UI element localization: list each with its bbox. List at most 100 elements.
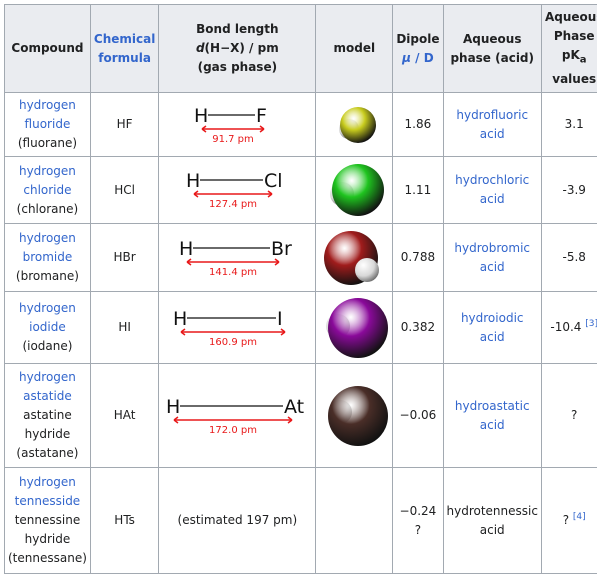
dipole-cell: 0.382 <box>392 291 444 364</box>
acid-name[interactable]: hydroastatic <box>454 398 530 413</box>
pka-value: ? <box>562 513 573 527</box>
molecule-model-4 <box>328 385 389 446</box>
pka-cell: -3.9 <box>540 156 597 224</box>
pka-value: -10.4 <box>550 320 586 334</box>
reference-link[interactable]: [3] <box>585 319 597 329</box>
pka-cell: -5.8 <box>540 223 597 292</box>
dipole-cell: 1.86 <box>392 92 444 157</box>
bond-length-label: 160.9 pm <box>209 337 257 348</box>
bond-length-cell: H At 172.0 pm <box>158 363 317 468</box>
acid-name[interactable]: acid <box>479 417 505 432</box>
compound-cell: hydrogen tennesside tennessine hydride (tenn… <box>4 467 91 574</box>
acid-cell[interactable]: hydroiodic acid <box>442 291 542 364</box>
acid-name[interactable]: acid <box>479 192 505 206</box>
alt-name: hydride <box>24 427 71 441</box>
iupac-name: (iodane) <box>22 339 73 353</box>
compound-link[interactable]: hydrogen <box>18 98 76 112</box>
header-dipole: Dipole μ / D <box>392 4 444 93</box>
compound-cell: hydrogen iodide (iodane) <box>4 291 91 364</box>
acid-name[interactable]: hydrobromic <box>454 240 531 255</box>
table-row: hydrogen bromide (bromane) HBr H Br 141.4 pm 0.… <box>4 223 597 292</box>
bond-length-label: 141.4 pm <box>209 267 257 278</box>
arrowhead <box>193 190 199 198</box>
bond-diagram-2: H Br 141.4 pm <box>179 238 292 278</box>
formula-cell: HBr <box>89 223 160 292</box>
acid-name[interactable]: hydroiodic <box>460 310 524 325</box>
acid-cell[interactable]: hydrobromic acid <box>442 223 542 292</box>
dipole-cell: 0.788 <box>392 223 444 292</box>
compound-link[interactable]: bromide <box>22 250 73 264</box>
bond-length-cell: H F 91.7 pm <box>158 92 317 157</box>
pka-cell: ? [4] <box>540 467 597 574</box>
model-cell <box>315 291 394 364</box>
dipole-cell: 1.11 <box>392 156 444 224</box>
model-cell <box>315 467 394 574</box>
bond-h-label: H <box>166 396 180 418</box>
formula-cell: HI <box>89 291 160 364</box>
compound-link[interactable]: tennesside <box>14 494 81 508</box>
compound-link[interactable]: astatide <box>23 389 72 403</box>
compound-link[interactable]: hydrogen <box>18 163 76 178</box>
acid-name[interactable]: hydrofluoric <box>456 107 529 122</box>
bond-h-label: H <box>194 105 208 127</box>
bond-length-cell: H Cl 127.4 pm <box>158 156 317 224</box>
header-bond-length: Bond length d(H−X) / pm (gas phase) <box>158 4 317 93</box>
dipole-cell: −0.24 ? <box>392 467 444 574</box>
reference-link[interactable]: [4] <box>572 512 586 522</box>
acid-name[interactable]: acid <box>479 259 505 274</box>
acid-cell: hydrotennessic acid <box>442 467 542 574</box>
bond-diagram-3: H I 160.9 pm <box>173 308 286 348</box>
header-row: Compound Chemical formula Bond length d(H−… <box>4 4 597 93</box>
iupac-name: (chlorane) <box>16 201 79 216</box>
table-row: hydrogen tennesside tennessine hydride (tenn… <box>4 467 597 574</box>
bond-h-label: H <box>186 170 200 192</box>
acid-name[interactable]: acid <box>479 126 505 141</box>
model-cell <box>315 363 394 468</box>
bond-x-label: At <box>284 396 304 418</box>
compound-link[interactable]: hydrogen <box>18 475 76 489</box>
compound-link[interactable]: hydrogen <box>18 231 76 245</box>
acid-cell[interactable]: hydroastatic acid <box>442 363 542 468</box>
acid-name[interactable]: acid <box>479 329 505 344</box>
halogen-atom <box>332 164 385 216</box>
acid-name: acid <box>479 522 505 537</box>
bond-diagram-1: H Cl 127.4 pm <box>186 170 283 210</box>
acid-name[interactable]: hydrochloric <box>455 173 530 187</box>
iupac-name: (tennessane) <box>8 551 87 565</box>
bond-x-label: F <box>256 105 267 127</box>
acid-cell[interactable]: hydrochloric acid <box>442 156 542 224</box>
acid-name: hydrotennessic <box>446 503 538 518</box>
bond-length-cell: H Br 141.4 pm <box>158 223 317 292</box>
compound-link[interactable]: iodide <box>29 320 66 334</box>
alt-name: astatine <box>23 408 72 422</box>
molecule-model-2 <box>324 230 380 285</box>
bond-h-label: H <box>173 308 187 330</box>
formula-cell: HTs <box>89 467 160 574</box>
pka-cell: ? <box>540 363 597 468</box>
halogen-atom <box>328 385 389 446</box>
arrowhead <box>186 257 192 266</box>
alt-name: tennessine <box>14 513 81 527</box>
bond-length-label: 127.4 pm <box>209 199 257 210</box>
pka-value: -3.9 <box>562 182 586 197</box>
formula-cell: HCl <box>89 156 160 224</box>
compound-link[interactable]: fluoride <box>24 117 71 131</box>
bond-h-label: H <box>179 238 193 260</box>
arrowhead <box>287 415 293 424</box>
bond-diagram-4: H At 172.0 pm <box>166 396 304 436</box>
bond-x-label: I <box>277 308 283 330</box>
bond-length-cell: H I 160.9 pm <box>158 291 317 364</box>
formula-cell: HF <box>89 92 160 157</box>
pka-value: 3.1 <box>564 117 584 131</box>
compound-cell: hydrogen chloride (chlorane) <box>4 156 91 224</box>
acid-cell[interactable]: hydrofluoric acid <box>442 92 542 157</box>
formula-cell: HAt <box>89 363 160 468</box>
compound-link[interactable]: chloride <box>23 182 72 197</box>
header-formula[interactable]: Chemical formula <box>89 4 160 93</box>
compound-link[interactable]: hydrogen <box>18 301 76 315</box>
pka-value: ? <box>571 408 578 422</box>
compound-link[interactable]: hydrogen <box>18 370 76 384</box>
bond-diagram-0: H F91.7 pm <box>194 105 267 145</box>
arrowhead <box>280 327 286 336</box>
model-cell <box>315 156 394 224</box>
